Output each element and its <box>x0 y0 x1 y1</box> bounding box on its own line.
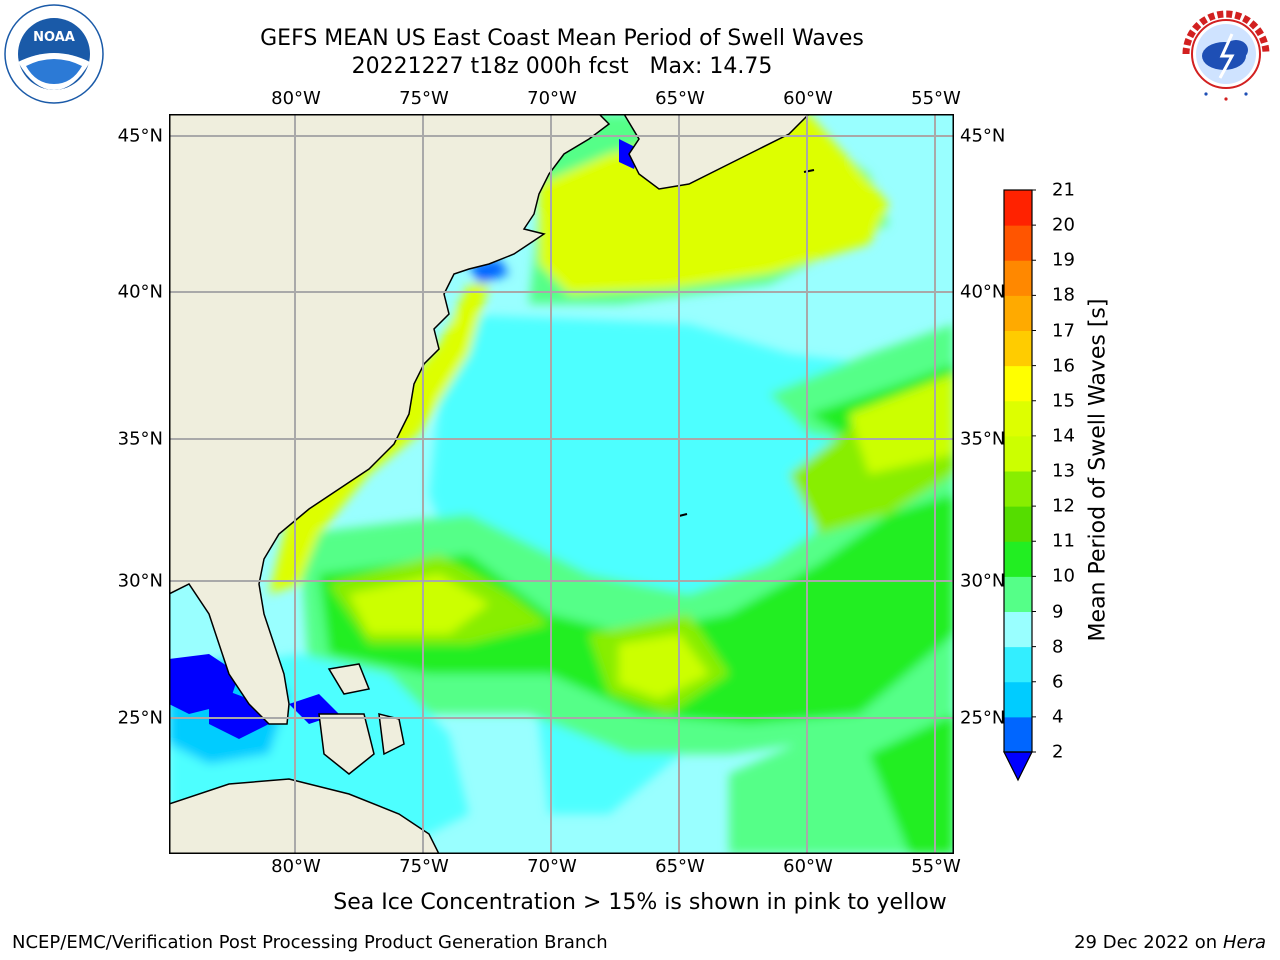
lat-label-right: 25°N <box>960 707 1006 729</box>
colorbar-tick-label: 4 <box>1052 706 1064 728</box>
lat-label-right: 40°N <box>960 281 1006 303</box>
graticule <box>169 114 954 854</box>
lon-label-bottom: 80°W <box>271 856 321 877</box>
colorbar-tick-label: 15 <box>1052 390 1075 412</box>
lat-label-left: 40°N <box>117 281 163 303</box>
colorbar-swatch <box>1004 365 1032 402</box>
noaa-logo-text: NOAA <box>33 30 75 45</box>
lat-label-left: 35°N <box>117 428 163 450</box>
colorbar-swatch <box>1004 435 1032 472</box>
colorbar-tick-label: 11 <box>1052 530 1075 552</box>
lon-label-top: 80°W <box>271 88 321 109</box>
colorbar-tick-label: 10 <box>1052 565 1075 587</box>
colorbar-swatch <box>1004 190 1032 226</box>
noaa-logo: NOAA <box>4 4 104 104</box>
colorbar-tick-label: 18 <box>1052 284 1075 306</box>
colorbar-tick-label: 17 <box>1052 320 1075 341</box>
colorbar-tick-label: 20 <box>1052 214 1075 236</box>
lat-label-left: 45°N <box>117 125 163 147</box>
lon-label-top: 60°W <box>783 88 833 109</box>
lon-label-bottom: 70°W <box>527 856 577 877</box>
map-subtitle: 20221227 t18z 000h fcst Max: 14.75 <box>351 54 773 79</box>
colorbar-tick-label: 12 <box>1052 495 1075 517</box>
colorbar-swatch <box>1004 400 1032 437</box>
footer-date: 29 Dec 2022 on Hera <box>1074 932 1266 953</box>
colorbar-tick-label: 19 <box>1052 249 1075 271</box>
map-title: GEFS MEAN US East Coast Mean Period of S… <box>260 26 864 51</box>
colorbar-tick-label: 2 <box>1052 741 1064 763</box>
colorbar-swatch <box>1004 330 1032 367</box>
footer-credit: NCEP/EMC/Verification Post Processing Pr… <box>12 932 608 953</box>
sea-ice-caption-text: Sea Ice Concentration > 15% is shown in … <box>333 890 947 915</box>
swell-period-map <box>169 114 954 854</box>
colorbar-swatch <box>1004 716 1032 753</box>
lon-label-top: 55°W <box>911 88 961 109</box>
colorbar-swatches <box>1003 189 1038 782</box>
lon-label-bottom: 65°W <box>655 856 705 877</box>
colorbar-tick-label: 9 <box>1052 601 1064 622</box>
colorbar-tick-label: 21 <box>1052 179 1075 201</box>
colorbar-swatch <box>1004 506 1032 542</box>
colorbar-title: Mean Period of Swell Waves [s] <box>1085 298 1111 642</box>
lon-label-top: 75°W <box>399 88 449 109</box>
colorbar-swatch <box>1004 611 1032 648</box>
sea-ice-caption: Sea Ice Concentration > 15% is shown in … <box>0 890 1280 915</box>
colorbar-swatch <box>1004 646 1032 683</box>
lat-label-right: 35°N <box>960 428 1006 450</box>
colorbar-tick-label: 6 <box>1052 671 1064 693</box>
colorbar-swatch <box>1004 541 1032 577</box>
footer-host: Hera <box>1222 932 1266 953</box>
lon-label-bottom: 75°W <box>399 856 449 877</box>
colorbar-tick-label: 8 <box>1052 636 1064 658</box>
colorbar-swatch <box>1004 681 1032 718</box>
colorbar <box>1000 186 1038 786</box>
colorbar-tick-label: 13 <box>1052 460 1075 482</box>
colorbar-tick-label: 14 <box>1052 425 1075 447</box>
lat-label-right: 30°N <box>960 570 1006 592</box>
lon-label-bottom: 55°W <box>911 856 961 877</box>
lat-label-left: 25°N <box>117 707 163 729</box>
colorbar-swatch <box>1004 260 1032 296</box>
colorbar-swatch <box>1004 471 1032 507</box>
lon-label-top: 70°W <box>527 88 577 109</box>
colorbar-swatch <box>1004 576 1032 612</box>
lat-label-right: 45°N <box>960 125 1006 147</box>
colorbar-under-arrow <box>1003 751 1033 782</box>
colorbar-swatch <box>1004 225 1032 261</box>
lon-label-top: 65°W <box>655 88 705 109</box>
map-panel <box>169 114 954 854</box>
lat-label-left: 30°N <box>117 570 163 592</box>
lon-label-bottom: 60°W <box>783 856 833 877</box>
footer-date-text: 29 Dec 2022 on <box>1074 932 1218 953</box>
colorbar-tick-label: 16 <box>1052 355 1075 377</box>
nws-logo <box>1176 4 1276 104</box>
colorbar-swatch <box>1004 295 1032 331</box>
land <box>169 114 811 854</box>
